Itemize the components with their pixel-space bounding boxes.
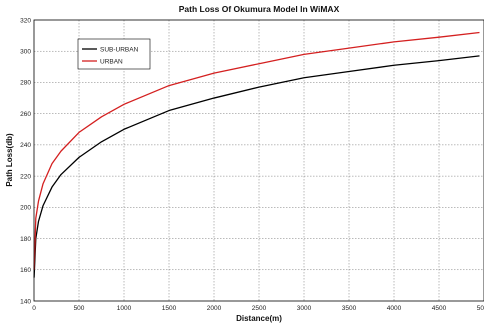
y-tick-label: 140 bbox=[20, 298, 31, 305]
legend: SUB-URBAN URBAN bbox=[77, 38, 151, 70]
x-tick-label: 500 bbox=[74, 305, 85, 312]
x-axis-ticks: 0 500 1000 1500 2000 2500 3000 3500 4000 4500 5000 bbox=[32, 305, 484, 312]
x-tick-label: 4000 bbox=[387, 305, 402, 312]
series-lines bbox=[33, 31, 480, 278]
y-tick-label: 320 bbox=[20, 17, 31, 24]
y-tick-label: 260 bbox=[20, 111, 31, 118]
y-tick-label: 240 bbox=[20, 142, 31, 149]
y-tick-label: 280 bbox=[20, 80, 31, 87]
y-tick-label: 200 bbox=[20, 205, 31, 212]
x-tick-label: 5000 bbox=[477, 305, 484, 312]
x-tick-label: 3000 bbox=[297, 305, 312, 312]
y-axis-ticks: 140 160 180 200 220 240 260 280 300 320 bbox=[20, 17, 31, 305]
x-tick-label: 1500 bbox=[162, 305, 177, 312]
grid-lines bbox=[34, 20, 484, 301]
x-tick-label: 2000 bbox=[207, 305, 222, 312]
y-tick-label: 180 bbox=[20, 236, 31, 243]
legend-label: URBAN bbox=[100, 58, 123, 65]
y-axis-label: Path Loss(db) bbox=[5, 133, 14, 187]
y-tick-label: 220 bbox=[20, 173, 31, 180]
chart-title: Path Loss Of Okumura Model In WiMAX bbox=[179, 4, 340, 14]
series-line-urban bbox=[33, 31, 480, 270]
x-tick-label: 4500 bbox=[432, 305, 447, 312]
x-tick-label: 1000 bbox=[117, 305, 132, 312]
plot-frame bbox=[33, 19, 484, 302]
x-axis-label: Distance(m) bbox=[236, 314, 282, 323]
x-tick-label: 2500 bbox=[252, 305, 267, 312]
series-line-sub-urban bbox=[33, 55, 480, 278]
legend-box bbox=[77, 38, 151, 70]
x-tick-label: 3500 bbox=[342, 305, 357, 312]
y-tick-label: 160 bbox=[20, 267, 31, 274]
legend-label: SUB-URBAN bbox=[100, 46, 139, 53]
y-tick-label: 300 bbox=[20, 49, 31, 56]
x-tick-label: 0 bbox=[32, 305, 36, 312]
